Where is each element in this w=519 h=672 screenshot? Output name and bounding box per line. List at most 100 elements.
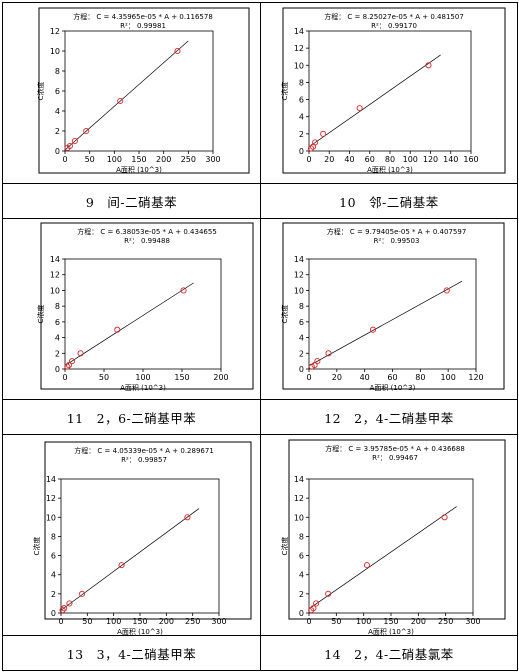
x-tick-label: 40 [344,155,354,164]
x-axis-label: A面积 (10^3) [116,165,162,174]
x-tick-label: 300 [205,155,220,164]
y-tick-label: 4 [299,113,304,122]
x-tick-label: 50 [82,617,92,626]
plot-area [308,478,474,614]
data-point [325,590,332,597]
data-point [313,600,320,607]
y-tick-label: 10 [294,513,304,522]
data-point [64,363,71,370]
y-axis-label: C浓度 [36,82,45,101]
y-tick-label: 2 [51,590,56,599]
data-point [174,47,181,55]
x-tick-label: 200 [411,617,426,626]
plot-area [64,258,222,370]
y-tick-label: 8 [55,67,60,76]
x-tick-label: 100 [135,373,150,382]
chart-caption: 13 3，4-二硝基甲苯 [2,635,261,671]
y-tick-label: 2 [299,349,304,358]
y-tick-label: 6 [299,552,304,561]
y-tick-label: 0 [55,147,60,156]
x-tick-label: 100 [356,617,371,626]
x-tick-label: 0 [306,155,311,164]
fit-line [64,282,194,366]
data-point [79,590,86,597]
x-tick-label: 150 [383,617,398,626]
data-point [356,105,363,112]
chart-frame [40,222,254,390]
chart-cell: 方程： C = 4.05339e-05 * A + 0.289671 R²： 0.… [2,434,261,636]
equation-label: 方程： C = 9.79405e-05 * A + 0.407597 [327,227,467,236]
x-tick-label: 50 [85,155,95,164]
x-tick-label: 100 [441,373,456,382]
y-tick-label: 2 [55,127,60,136]
fit-line [308,280,463,367]
y-tick-label: 10 [294,286,304,295]
x-tick-label: 300 [211,617,226,626]
y-tick-label: 12 [46,494,56,503]
y-tick-label: 10 [46,513,56,522]
y-tick-label: 10 [50,286,60,295]
y-tick-label: 2 [55,349,60,358]
data-point [312,139,319,146]
plot-area [308,258,477,370]
x-tick-label: 150 [131,155,146,164]
data-point [77,350,84,357]
y-tick-label: 4 [55,107,60,116]
x-tick-label: 140 [443,155,458,164]
chart-cell: 方程： C = 3.95785e-05 * A + 0.436688 R²： 0.… [260,434,518,636]
x-tick-label: 250 [438,617,453,626]
data-point [65,362,72,369]
y-tick-label: 8 [299,302,304,311]
data-point [180,287,187,294]
x-tick-label: 0 [306,373,311,382]
y-tick-label: 2 [299,130,304,139]
data-point [320,130,327,137]
equation-label: 方程： C = 3.95785e-05 * A + 0.436688 [325,444,465,453]
x-axis-label: A面积 (10^3) [367,165,413,174]
x-tick-label: 200 [213,373,228,382]
data-point [83,127,90,135]
y-tick-label: 12 [50,27,60,36]
data-point [184,514,191,521]
y-tick-label: 14 [294,475,304,484]
x-tick-label: 100 [107,155,122,164]
data-point [66,600,73,607]
equation-label: 方程： C = 4.35965e-05 * A + 0.116578 [73,12,213,21]
x-tick-label: 200 [156,155,171,164]
chart-frame [44,441,252,620]
y-tick-label: 2 [299,590,304,599]
x-tick-label: 50 [331,617,341,626]
fit-line [308,54,441,148]
chart-caption: 14 2，4-二硝基氯苯 [260,635,518,671]
y-axis-label: C浓度 [280,82,289,101]
r2-label: R²： 0.99467 [372,454,418,462]
y-tick-label: 6 [55,87,60,96]
data-point [311,362,318,369]
y-tick-label: 4 [299,571,304,580]
r2-label: R²： 0.99503 [374,237,420,245]
x-tick-label: 120 [468,373,483,382]
data-point [59,607,66,614]
x-axis-label: A面积 (10^3) [117,627,163,635]
y-axis-label: C浓度 [32,537,41,556]
fit-line [60,508,200,611]
r2-label: R²： 0.99857 [121,456,167,464]
data-point [314,358,321,365]
x-tick-label: 0 [62,155,67,164]
r2-label: R²： 0.99170 [371,22,417,30]
y-tick-label: 8 [299,532,304,541]
x-tick-label: 60 [387,373,397,382]
data-point [443,287,450,294]
x-tick-label: 160 [463,155,478,164]
x-tick-label: 250 [185,617,200,626]
chart-caption: 10 邻-二硝基苯 [260,183,518,219]
y-tick-label: 12 [294,271,304,280]
y-tick-label: 0 [299,147,304,156]
fit-line [64,40,189,151]
y-tick-label: 0 [299,609,304,618]
x-tick-label: 60 [365,155,375,164]
